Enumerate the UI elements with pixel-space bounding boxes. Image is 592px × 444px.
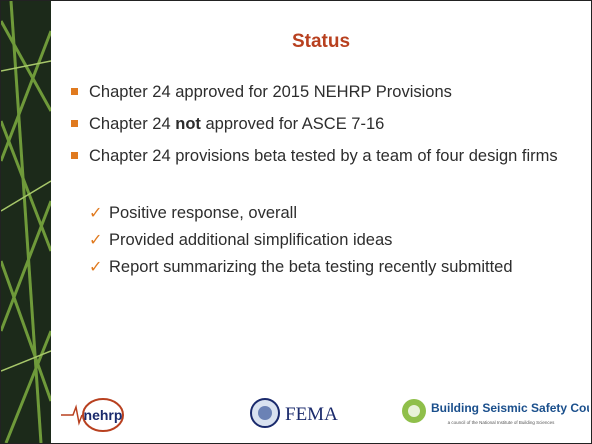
sub-bullet: ✓Report summarizing the beta testing rec…	[109, 255, 539, 280]
decorative-strip	[1, 1, 51, 443]
sub-bullet-text: Report summarizing the beta testing rece…	[109, 258, 513, 276]
bullet: Chapter 24 provisions beta tested by a t…	[89, 144, 561, 169]
bullet-text: approved for ASCE 7-16	[201, 115, 384, 133]
logo-text: nehrp	[84, 407, 123, 423]
sub-bullet-text: Positive response, overall	[109, 204, 297, 222]
bullet-text: Chapter 24 provisions beta tested by a t…	[89, 147, 558, 165]
bullet: Chapter 24 not approved for ASCE 7-16	[89, 112, 561, 137]
fema-logo: FEMA	[249, 395, 359, 435]
bssc-logo: Building Seismic Safety Council a counci…	[401, 395, 589, 435]
slide-title: Status	[51, 31, 591, 53]
bullet-text: Chapter 24 approved for 2015 NEHRP Provi…	[89, 83, 452, 101]
logo-text: Building Seismic Safety Council	[431, 401, 589, 415]
fema-emblem: FEMA	[249, 395, 359, 435]
bullet-emphasis: not	[175, 115, 201, 133]
bssc-emblem: Building Seismic Safety Council a counci…	[401, 395, 589, 435]
sub-bullet: ✓Provided additional simplification idea…	[109, 228, 539, 253]
logo-tagline: a council of the National Institute of B…	[448, 420, 556, 425]
nehrp-logo: nehrp	[59, 395, 129, 435]
sub-bullet-text: Provided additional simplification ideas	[109, 231, 392, 249]
slide: Status Chapter 24 approved for 2015 NEHR…	[0, 0, 592, 444]
nehrp-emblem: nehrp	[59, 395, 129, 435]
bullet-text: Chapter 24	[89, 115, 175, 133]
logo-text: FEMA	[285, 404, 338, 425]
bullet: Chapter 24 approved for 2015 NEHRP Provi…	[89, 80, 561, 105]
sub-bullet: ✓Positive response, overall	[109, 201, 539, 226]
